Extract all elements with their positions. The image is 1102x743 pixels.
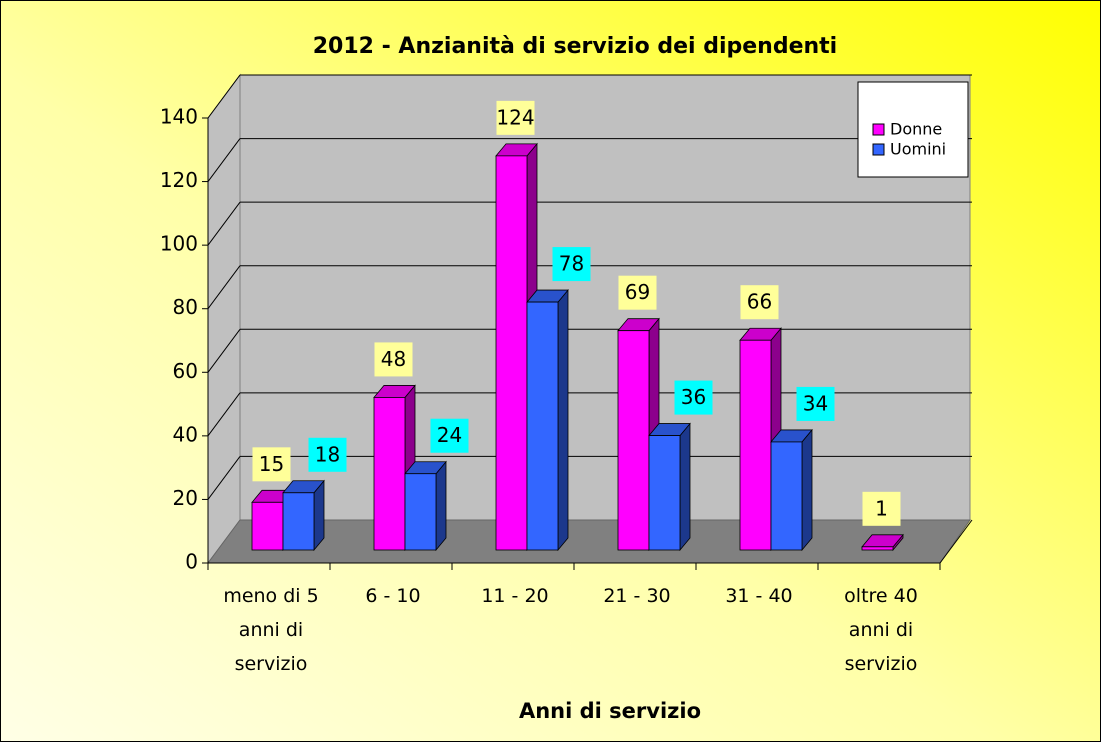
x-tick-label: 6 - 10 [365, 585, 421, 607]
grid-line [207, 201, 241, 246]
data-label: 34 [803, 391, 828, 415]
data-label: 1 [875, 496, 888, 520]
bar [770, 428, 813, 552]
data-label-box [374, 342, 413, 377]
y-tick-label: 140 [160, 105, 198, 129]
legend-label: Donne [890, 120, 942, 139]
bar-front [739, 339, 772, 551]
y-tick-label: 40 [173, 422, 198, 446]
data-label: 18 [315, 442, 340, 466]
data-label: 66 [747, 290, 772, 314]
x-tick-label: 31 - 40 [725, 585, 793, 607]
y-tick-label: 0 [185, 550, 198, 574]
data-label-box [618, 275, 657, 310]
data-label: 15 [259, 452, 284, 476]
legend-label: Uomini [890, 140, 946, 159]
data-label-box [740, 285, 779, 320]
bar-front [861, 546, 894, 551]
bar-front [526, 301, 559, 551]
bar-front [282, 492, 315, 551]
bar-front [495, 155, 528, 551]
data-label: 69 [625, 280, 650, 304]
data-label-box [430, 418, 469, 453]
grid-line [207, 265, 241, 310]
bar [861, 533, 904, 552]
x-tick-label: meno di 5 anni di servizio [223, 585, 319, 675]
left-wall [207, 73, 241, 565]
bar-front [404, 473, 437, 551]
data-label-box [496, 100, 535, 135]
bar-front [617, 330, 650, 551]
x-tick-label: 11 - 20 [481, 585, 549, 607]
data-label-box [552, 247, 591, 282]
grid-line [207, 138, 241, 182]
y-tick-label: 60 [173, 359, 198, 383]
data-label-box [862, 491, 901, 526]
data-label-box [796, 386, 835, 421]
data-label: 36 [681, 385, 706, 409]
grid-line [207, 456, 241, 500]
bar-side [557, 288, 569, 552]
bar-front [373, 397, 406, 551]
bar [648, 422, 691, 552]
grid-line [207, 74, 241, 119]
data-label: 78 [559, 252, 584, 276]
chart-title: 2012 - Anzianità di servizio dei dipende… [313, 34, 837, 59]
bar [526, 288, 569, 552]
bar-side [679, 422, 691, 552]
bar [495, 142, 538, 552]
bar-front [648, 435, 681, 551]
data-label-box [252, 447, 291, 482]
data-label: 24 [437, 423, 462, 447]
bar-side [435, 460, 447, 552]
data-label-box [308, 437, 347, 472]
x-tick-label: oltre 40 anni di servizio [844, 585, 918, 675]
y-tick-label: 100 [160, 232, 198, 256]
y-tick-label: 20 [173, 486, 198, 510]
grid-line [207, 392, 241, 437]
data-label: 48 [381, 347, 406, 371]
bar-front [770, 441, 803, 551]
floor-edge [939, 519, 973, 564]
data-label: 124 [496, 105, 534, 129]
bar [282, 479, 325, 552]
legend-swatch [872, 143, 885, 156]
grid-line [207, 328, 241, 373]
legend-swatch [872, 123, 885, 136]
bar-side [801, 428, 813, 552]
y-tick-label: 120 [160, 168, 198, 192]
x-axis-title: Anni di servizio [519, 699, 701, 723]
bar-front [251, 501, 284, 551]
bar [404, 460, 447, 552]
y-tick-label: 80 [173, 295, 198, 319]
data-label-box [674, 380, 713, 415]
x-tick-label: 21 - 30 [603, 585, 671, 607]
